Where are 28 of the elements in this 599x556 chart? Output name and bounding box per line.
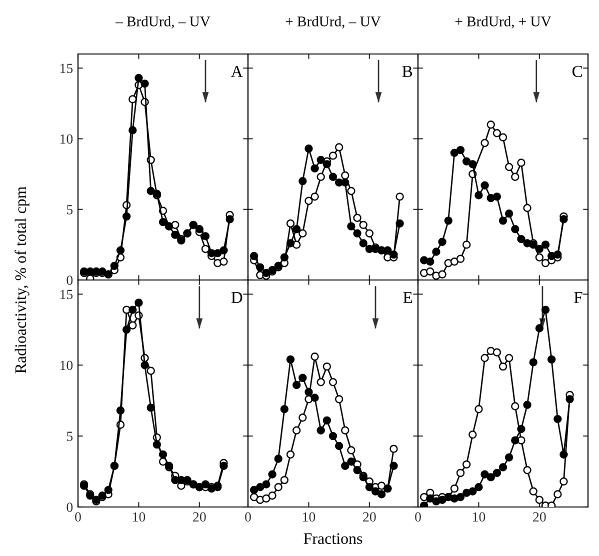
y-tick-label: 10	[60, 360, 73, 370]
x-tick-label: 0	[245, 512, 251, 522]
y-tick-label: 15	[60, 64, 73, 74]
y-tick-label: 15	[60, 290, 73, 300]
chart-title: – BrdUrd, – UV	[116, 16, 210, 28]
chart-title: + BrdUrd, – UV	[286, 16, 381, 28]
x-tick-label: 10	[132, 512, 146, 522]
x-tick-label: 0	[415, 512, 421, 522]
x-tick-label: 20	[533, 512, 546, 522]
x-tick-label: 20	[363, 512, 376, 522]
x-axis-title: Fractions	[304, 533, 362, 544]
annotation: C	[572, 66, 582, 78]
x-tick-label: 0	[75, 512, 81, 522]
x-tick-label: 10	[302, 512, 316, 522]
annotation: D	[231, 292, 242, 303]
y-tick-label: 0	[66, 502, 73, 512]
annotation: E	[403, 292, 412, 303]
chart-title: + BrdUrd, + UV	[455, 16, 552, 28]
x-tick-label: 20	[193, 512, 206, 522]
y-axis-title: Radioactivity, % of total cpm	[14, 186, 30, 374]
y-tick-label: 5	[67, 432, 73, 442]
annotation: F	[574, 292, 582, 303]
x-tick-label: 10	[472, 512, 486, 522]
y-tick-label: 5	[67, 205, 73, 214]
y-tick-label: 10	[60, 134, 73, 144]
y-tick-label: 0	[66, 276, 73, 285]
annotation: B	[402, 66, 412, 77]
annotation: A	[231, 66, 243, 77]
